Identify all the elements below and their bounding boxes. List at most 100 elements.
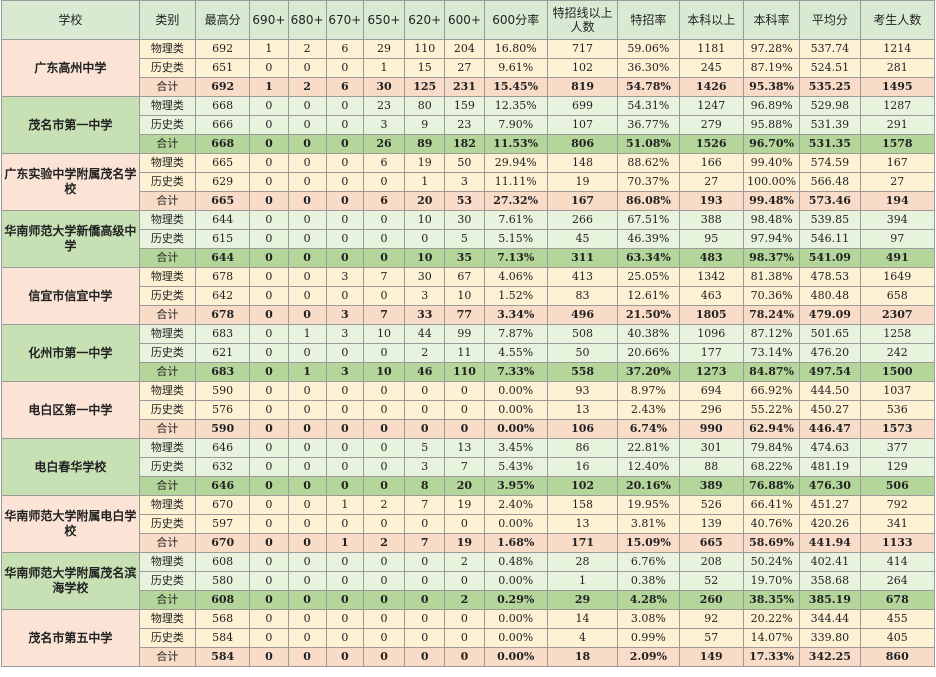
table-cell: 45 bbox=[546, 229, 619, 249]
table-cell: 29 bbox=[546, 590, 619, 610]
table-cell: 3 bbox=[325, 305, 364, 325]
table-cell: 6.76% bbox=[617, 552, 680, 572]
column-header: 本科率 bbox=[742, 0, 801, 40]
table-cell: 0 bbox=[249, 343, 289, 363]
table-cell: 0 bbox=[362, 172, 406, 192]
table-cell: 666 bbox=[195, 115, 251, 135]
table-cell: 18 bbox=[546, 647, 619, 667]
table-cell: 23 bbox=[362, 96, 406, 116]
table-cell: 806 bbox=[546, 134, 619, 154]
table-cell: 0 bbox=[287, 419, 327, 439]
table-cell: 79.84% bbox=[742, 438, 801, 458]
table-cell: 0 bbox=[362, 419, 406, 439]
total-row: 合计 644 0 0 0 0 10 35 7.13% 311 63.34% 483 98.37% 541.… bbox=[2, 248, 936, 268]
table-cell: 139 bbox=[678, 514, 744, 534]
table-row: 历史类 642 0 0 0 0 3 10 1.52% 83 12.61% 463 70.36% 480.4… bbox=[2, 286, 936, 306]
header-row: 学校 类别 最高分 690+ 680+ 670+ 650+ 620+ 600+ 600分率 特招线以… bbox=[1, 0, 936, 40]
table-cell: 2 bbox=[404, 343, 446, 363]
table-cell: 10 bbox=[444, 286, 485, 306]
category-cell: 历史类 bbox=[138, 457, 197, 477]
table-cell: 81.38% bbox=[742, 267, 801, 287]
table-cell: 35 bbox=[444, 248, 485, 268]
table-cell: 0 bbox=[249, 476, 289, 496]
table-cell: 0 bbox=[287, 172, 327, 192]
table-cell: 0 bbox=[325, 400, 364, 420]
table-cell: 1342 bbox=[678, 267, 744, 287]
table-cell: 106 bbox=[546, 419, 619, 439]
table-cell: 446.47 bbox=[799, 419, 861, 439]
table-cell: 52 bbox=[678, 571, 744, 591]
table-cell: 15.45% bbox=[483, 77, 548, 97]
table-cell: 480.48 bbox=[799, 286, 861, 306]
table-cell: 3 bbox=[404, 286, 446, 306]
table-cell: 1578 bbox=[859, 134, 936, 154]
table-cell: 3 bbox=[404, 457, 446, 477]
table-cell: 632 bbox=[195, 457, 251, 477]
table-cell: 0 bbox=[287, 514, 327, 534]
table-cell: 450.27 bbox=[799, 400, 861, 420]
category-cell: 合计 bbox=[138, 191, 197, 211]
table-cell: 54.31% bbox=[617, 96, 680, 116]
table-cell: 10 bbox=[404, 248, 446, 268]
table-cell: 341 bbox=[859, 514, 936, 534]
table-cell: 102 bbox=[546, 58, 619, 78]
table-row: 历史类 580 0 0 0 0 0 0 0.00% 1 0.38% 52 19.70% 358.68 264 bbox=[2, 571, 936, 591]
table-cell: 98.37% bbox=[742, 248, 801, 268]
table-cell: 95.38% bbox=[742, 77, 801, 97]
school-group: 茂名市第五中学 物理类 568 0 0 0 0 0 0 0.00% 14 3.08% 92 20.22% 3… bbox=[1, 609, 936, 667]
table-cell: 658 bbox=[859, 286, 936, 306]
table-cell: 621 bbox=[195, 343, 251, 363]
table-cell: 444.50 bbox=[799, 381, 861, 401]
table-cell: 0 bbox=[325, 419, 364, 439]
table-cell: 19 bbox=[404, 153, 446, 173]
table-cell: 0 bbox=[287, 400, 327, 420]
table-cell: 44 bbox=[404, 324, 446, 344]
column-header: 650+ bbox=[362, 0, 406, 40]
table-cell: 1649 bbox=[859, 267, 936, 287]
table-cell: 93 bbox=[546, 381, 619, 401]
table-cell: 29 bbox=[362, 39, 406, 59]
table-cell: 98.48% bbox=[742, 210, 801, 230]
table-cell: 0 bbox=[325, 229, 364, 249]
table-cell: 1 bbox=[362, 58, 406, 78]
table-cell: 3 bbox=[444, 172, 485, 192]
table-row: 历史类 597 0 0 0 0 0 0 0.00% 13 3.81% 139 40.76% 420.26 3… bbox=[2, 514, 936, 534]
table-cell: 0 bbox=[325, 343, 364, 363]
table-cell: 0 bbox=[404, 609, 446, 629]
table-cell: 9.61% bbox=[483, 58, 548, 78]
table-cell: 76.88% bbox=[742, 476, 801, 496]
table-cell: 2307 bbox=[859, 305, 936, 325]
table-cell: 2 bbox=[362, 533, 406, 553]
table-cell: 5.15% bbox=[483, 229, 548, 249]
table-cell: 483 bbox=[678, 248, 744, 268]
table-cell: 7 bbox=[444, 457, 485, 477]
table-cell: 455 bbox=[859, 609, 936, 629]
table-cell: 66.92% bbox=[742, 381, 801, 401]
table-cell: 95.88% bbox=[742, 115, 801, 135]
table-cell: 0 bbox=[362, 476, 406, 496]
table-cell: 88.62% bbox=[617, 153, 680, 173]
table-cell: 78.24% bbox=[742, 305, 801, 325]
table-cell: 159 bbox=[444, 96, 485, 116]
table-cell: 0 bbox=[362, 552, 406, 572]
table-cell: 80 bbox=[404, 96, 446, 116]
table-cell: 86 bbox=[546, 438, 619, 458]
table-cell: 13 bbox=[444, 438, 485, 458]
table-cell: 792 bbox=[859, 495, 936, 515]
table-row: 化州市第一中学 物理类 683 0 1 3 10 44 99 7.87% 508 40.38% 1096… bbox=[1, 324, 936, 382]
table-cell: 167 bbox=[859, 153, 936, 173]
table-cell: 0 bbox=[325, 210, 364, 230]
table-cell: 584 bbox=[195, 647, 251, 667]
table-cell: 0 bbox=[444, 514, 485, 534]
table-cell: 535.25 bbox=[799, 77, 861, 97]
table-cell: 182 bbox=[444, 134, 485, 154]
total-row: 合计 692 1 2 6 30 125 231 15.45% 819 54.78% 1426 95.38… bbox=[2, 77, 936, 97]
school-name: 广东实验中学附属茂名学校 bbox=[1, 153, 140, 211]
table-cell: 3 bbox=[325, 267, 364, 287]
school-name: 化州市第一中学 bbox=[1, 324, 140, 382]
table-cell: 678 bbox=[195, 305, 251, 325]
table-cell: 529.98 bbox=[799, 96, 861, 116]
category-cell: 合计 bbox=[138, 77, 197, 97]
table-cell: 0 bbox=[249, 400, 289, 420]
school-name: 电白春华学校 bbox=[1, 438, 140, 496]
